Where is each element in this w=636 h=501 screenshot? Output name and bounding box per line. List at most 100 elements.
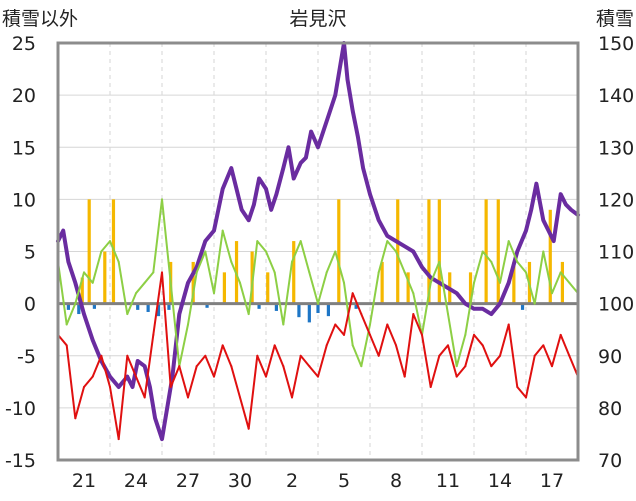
right-axis-label: 積雪: [596, 8, 634, 30]
line-series-2-point: [507, 323, 510, 326]
line-series-1-point: [533, 302, 536, 305]
line-series-1-point: [317, 302, 319, 305]
line-series-1-point: [195, 271, 198, 274]
line-series-2-point: [308, 365, 311, 368]
line-series-1-point: [542, 250, 545, 253]
line-series-0-point: [269, 208, 273, 212]
line-series-2-point: [230, 365, 233, 368]
line-series-2-point: [126, 354, 129, 357]
line-series-0-point: [446, 286, 450, 290]
bar-series-4-bar: [307, 303, 311, 323]
line-series-0-point: [368, 192, 372, 196]
line-series-0-point: [437, 281, 441, 285]
line-series-0-point: [529, 208, 533, 212]
line-series-1-point: [438, 260, 441, 263]
line-series-0-point: [481, 307, 485, 311]
line-series-1-point: [247, 313, 250, 316]
right-tick-label: 130: [598, 137, 634, 159]
line-series-1-point: [525, 271, 527, 274]
line-series-1-point: [213, 292, 215, 295]
x-tick-label: 11: [436, 470, 460, 492]
left-tick-label: 25: [12, 33, 36, 55]
line-series-1-point: [256, 240, 259, 243]
line-series-0-point: [264, 187, 268, 191]
line-series-0-point: [203, 239, 207, 243]
bar-series-4-bar: [156, 303, 161, 317]
line-series-2-point: [533, 354, 536, 357]
line-series-1-point: [169, 281, 172, 284]
line-series-1-point: [308, 271, 311, 274]
line-series-2-point: [65, 344, 68, 347]
line-series-2-point: [169, 386, 172, 389]
line-series-0-point: [420, 265, 424, 269]
line-series-1-point: [403, 271, 406, 274]
line-series-0-point: [345, 77, 350, 82]
line-series-2-point: [568, 354, 571, 357]
line-series-0-point: [66, 260, 70, 264]
bar-series-3-bar: [292, 241, 296, 304]
line-series-2-point: [161, 271, 163, 274]
bar-series-3-bar: [380, 261, 384, 304]
line-series-0-point: [61, 229, 65, 233]
line-series-2-point: [455, 375, 458, 378]
line-series-0-point: [165, 406, 169, 410]
bar-series-4-bar: [316, 303, 320, 314]
right-tick-label: 70: [598, 450, 622, 472]
line-series-2-point: [143, 396, 146, 399]
line-series-1-point: [143, 281, 146, 284]
line-series-0-point: [377, 218, 381, 222]
bar-series-3-bar: [103, 251, 107, 304]
line-series-0-point: [455, 291, 459, 295]
line-series-0-point: [356, 135, 360, 139]
line-series-1-point: [395, 250, 397, 253]
line-series-2-point: [403, 375, 406, 378]
line-series-0-point: [153, 416, 157, 420]
x-tick-label: 8: [390, 470, 402, 492]
line-series-2-point: [551, 365, 553, 368]
line-series-1-point: [265, 250, 267, 253]
line-series-2-point: [91, 375, 94, 378]
line-series-2-point: [377, 354, 380, 357]
line-series-1-point: [490, 260, 493, 263]
line-series-2-point: [256, 354, 259, 357]
x-tick-label: 14: [488, 470, 512, 492]
bar-series-3-bar: [80, 277, 84, 304]
line-series-2-point: [100, 354, 103, 357]
line-series-1-point: [325, 271, 328, 274]
line-series-2-point: [438, 354, 441, 357]
line-series-0-point: [489, 312, 493, 316]
line-series-2-point: [317, 375, 319, 378]
bar-series-3-bar: [468, 272, 473, 304]
bar-series-3-bar: [406, 272, 410, 304]
line-series-2-point: [221, 344, 224, 347]
line-series-1-point: [499, 281, 501, 284]
line-series-0-point: [281, 166, 285, 170]
line-series-0-point: [136, 359, 140, 363]
left-tick-label: -15: [5, 450, 36, 472]
line-series-2-point: [421, 333, 423, 336]
line-series-0-point: [385, 234, 389, 238]
right-tick-label: 120: [598, 189, 634, 211]
x-tick-label: 17: [540, 470, 564, 492]
x-tick-label: 2: [286, 470, 298, 492]
line-series-1-point: [152, 271, 155, 274]
left-axis-label: 積雪以外: [2, 8, 78, 30]
bar-series-4-bar: [77, 303, 81, 315]
bar-series-3-bar: [222, 272, 226, 304]
line-series-1-point: [187, 323, 189, 326]
line-series-2-point: [369, 333, 371, 336]
line-series-2-point: [473, 333, 475, 336]
right-tick-label: 110: [598, 242, 634, 264]
line-series-0-point: [411, 249, 415, 254]
line-series-0-point: [304, 156, 308, 160]
line-series-2-point: [525, 396, 527, 399]
x-tick-label: 27: [176, 470, 200, 492]
line-series-1-point: [369, 323, 371, 326]
line-series-1-point: [117, 260, 120, 263]
line-series-1-point: [455, 365, 458, 368]
line-series-group: [56, 41, 580, 442]
chart-title: 岩見沢: [289, 8, 346, 30]
bar-series-3-bar: [560, 261, 564, 304]
line-series-2-point: [351, 292, 354, 295]
